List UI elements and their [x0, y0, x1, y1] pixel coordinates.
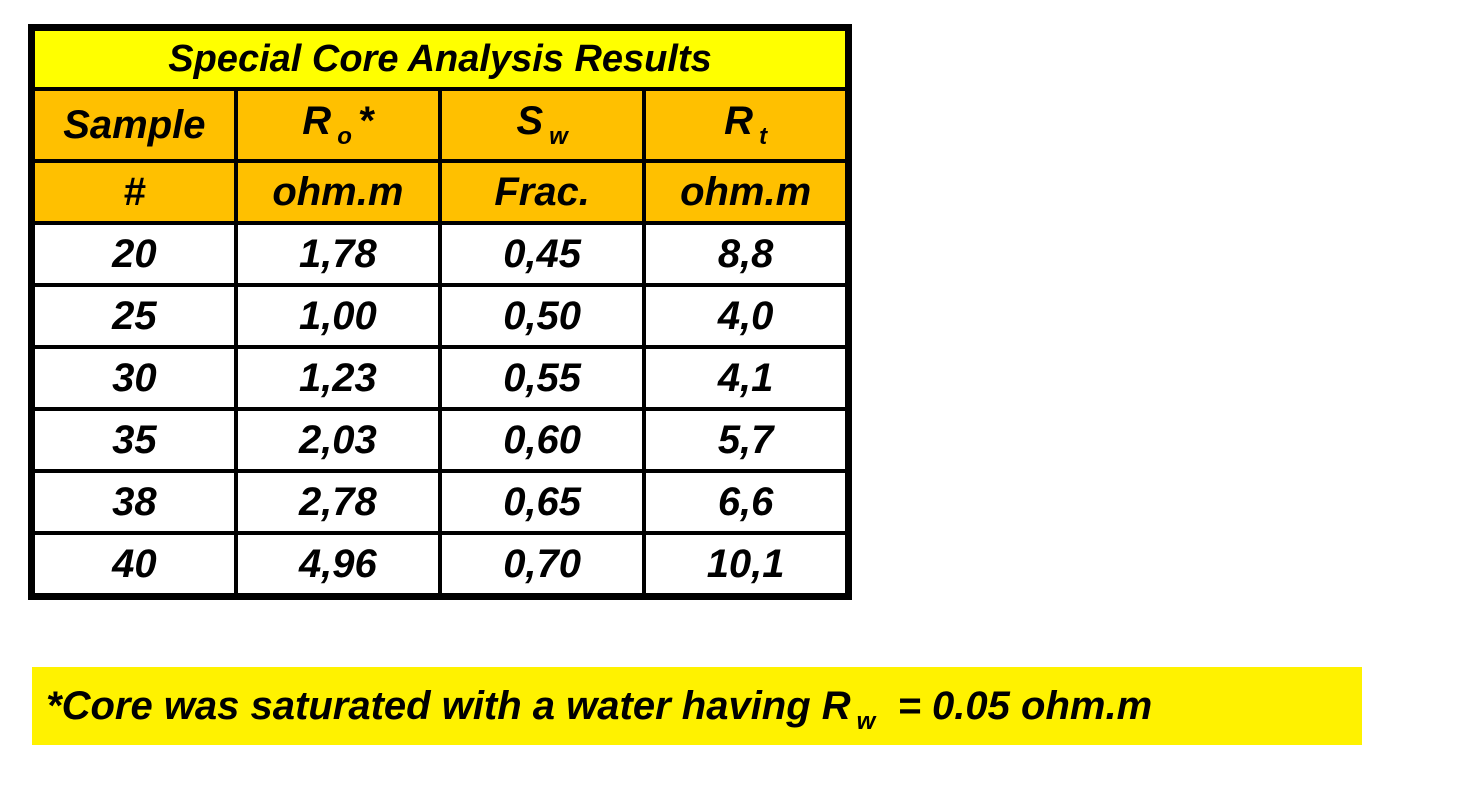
data-cell: 0,60 — [437, 407, 647, 473]
unit-cell: ohm.m — [233, 159, 443, 225]
data-cell: 0,55 — [437, 345, 647, 411]
title-row: Special Core Analysis Results — [29, 25, 851, 91]
header-subscript: o — [337, 123, 352, 150]
data-cell: 0,65 — [437, 469, 647, 535]
data-cell: 40 — [29, 531, 238, 599]
data-cell: 38 — [29, 469, 238, 535]
data-cell: 8,8 — [642, 221, 851, 287]
header-suffix: * — [357, 99, 374, 143]
data-cell: 4,1 — [642, 345, 851, 411]
note-text: *Core was saturated with a water having … — [46, 684, 851, 728]
header-text: R — [724, 99, 754, 143]
data-cell: 0,50 — [437, 283, 647, 349]
data-cell: 30 — [29, 345, 238, 411]
data-cell: 10,1 — [642, 531, 851, 599]
data-cell: 1,23 — [233, 345, 443, 411]
note-text — [875, 684, 897, 728]
data-row: 38 2,78 0,65 6,6 — [29, 469, 851, 535]
data-cell: 4,0 — [642, 283, 851, 349]
header-text: S — [516, 99, 544, 143]
data-cell: 0,45 — [437, 221, 647, 287]
unit-cell: Frac. — [437, 159, 647, 225]
data-row: 20 1,78 0,45 8,8 — [29, 221, 851, 287]
data-cell: 2,78 — [233, 469, 443, 535]
header-text: Sample — [63, 103, 206, 147]
data-cell: 35 — [29, 407, 238, 473]
data-cell: 1,00 — [233, 283, 443, 349]
data-cell: 1,78 — [233, 221, 443, 287]
data-row: 35 2,03 0,60 5,7 — [29, 407, 851, 473]
units-row: # ohm.m Frac. ohm.m — [29, 159, 851, 225]
data-cell: 0,70 — [437, 531, 647, 599]
note-subscript: w — [856, 708, 876, 735]
footnote: *Core was saturated with a water having … — [32, 667, 1362, 745]
data-cell: 2,03 — [233, 407, 443, 473]
data-cell: 4,96 — [233, 531, 443, 599]
header-cell: Sample — [29, 87, 238, 163]
data-row: 25 1,00 0,50 4,0 — [29, 283, 851, 349]
table-title: Special Core Analysis Results — [29, 25, 851, 91]
header-text: R — [302, 99, 332, 143]
unit-cell: ohm.m — [642, 159, 851, 225]
data-cell: 5,7 — [642, 407, 851, 473]
data-cell: 25 — [29, 283, 238, 349]
data-cell: 20 — [29, 221, 238, 287]
note-text: = 0.05 ohm.m — [897, 684, 1153, 728]
header-subscript: t — [759, 123, 768, 150]
data-row: 30 1,23 0,55 4,1 — [29, 345, 851, 411]
unit-cell: # — [29, 159, 238, 225]
data-cell: 6,6 — [642, 469, 851, 535]
data-row: 40 4,96 0,70 10,1 — [29, 531, 851, 599]
header-subscript: w — [549, 123, 568, 150]
